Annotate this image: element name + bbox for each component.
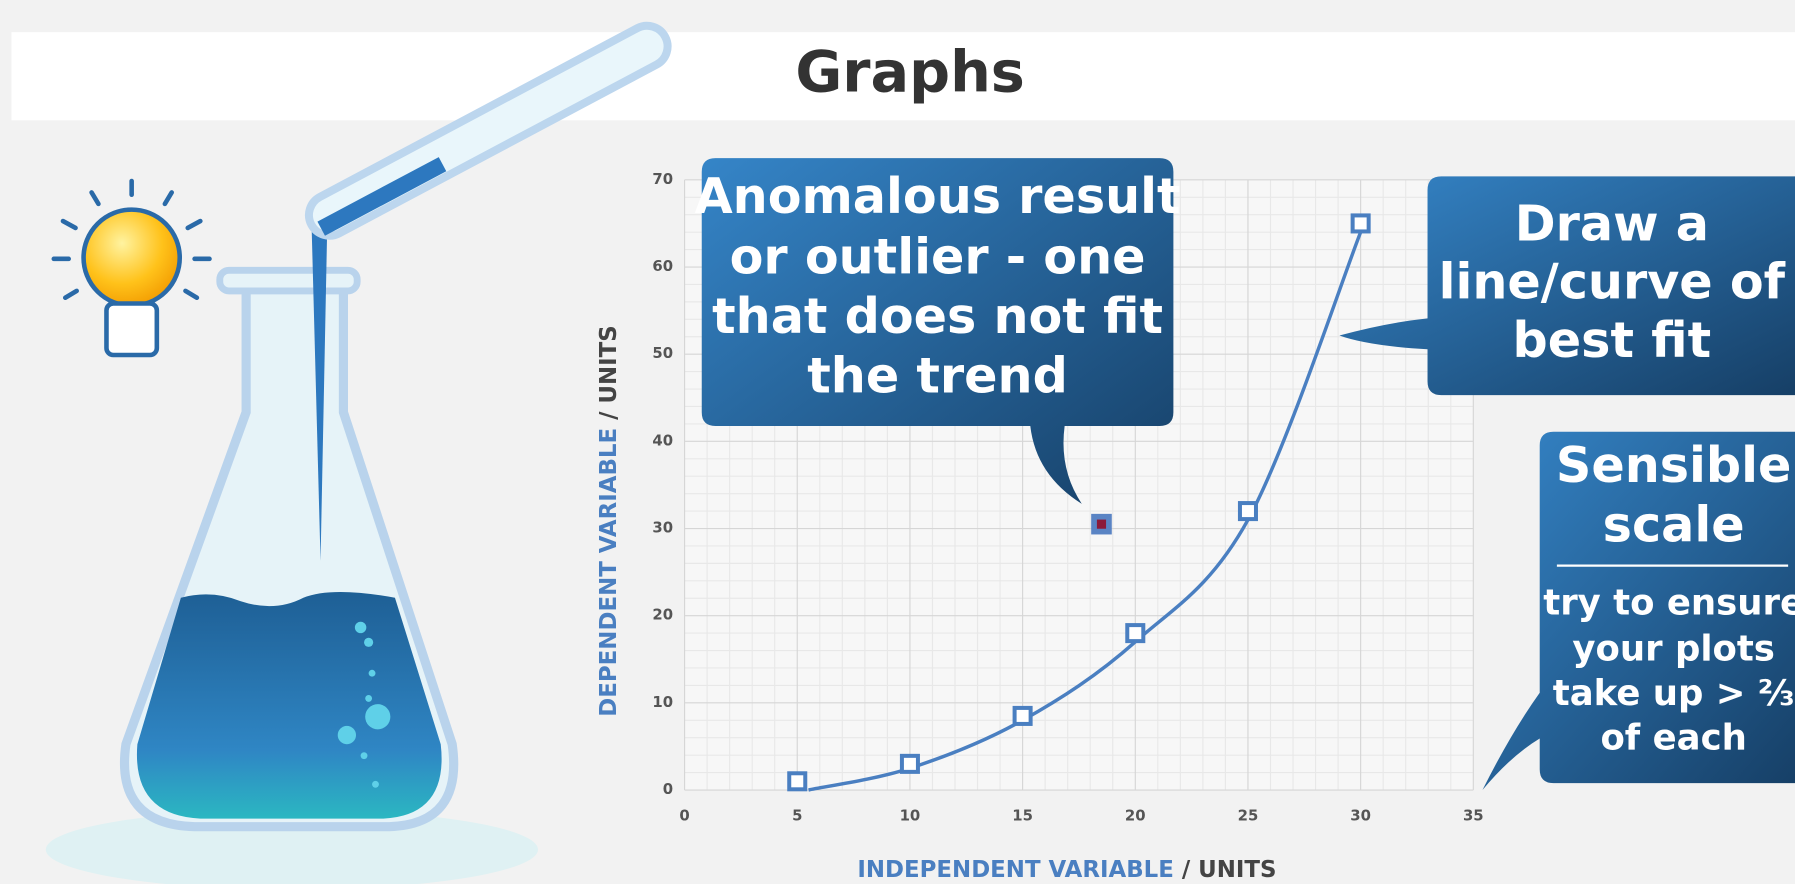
callout-text: take up > ⅔ — [1553, 673, 1795, 714]
y-axis-label-text: DEPENDENT VARIABLE — [596, 428, 622, 717]
x-axis-label: INDEPENDENT VARIABLE / UNITS — [857, 857, 1276, 883]
callout-text: of each — [1600, 718, 1746, 759]
y-tick-label: 10 — [652, 693, 673, 711]
y-tick-label: 40 — [652, 431, 673, 449]
illustration — [46, 19, 675, 884]
x-tick-label: 20 — [1125, 806, 1146, 824]
x-axis-label-text: INDEPENDENT VARIABLE — [857, 857, 1173, 883]
data-point — [1240, 503, 1256, 519]
y-tick-label: 60 — [652, 257, 673, 275]
data-point — [1353, 215, 1369, 231]
slide-title: Graphs — [795, 39, 1025, 105]
callout-scale: Sensible scale try to ensure your plots … — [1482, 432, 1795, 790]
data-point — [789, 773, 805, 789]
y-tick-label: 50 — [652, 344, 673, 362]
callout-text: or outlier - one — [730, 227, 1146, 285]
x-tick-label: 35 — [1463, 806, 1484, 824]
y-tick-label: 20 — [652, 606, 673, 624]
x-tick-label: 15 — [1012, 806, 1033, 824]
y-tick-label: 30 — [652, 519, 673, 537]
callout-text: that does not fit — [712, 287, 1163, 345]
data-point — [1015, 708, 1031, 724]
slide: Graphs 0 5 10 15 20 25 30 35 0 10 20 30 40 50 60 70 DEP… — [0, 0, 1795, 884]
callout-text: line/curve of — [1439, 253, 1786, 311]
callout-text: try to ensure — [1543, 583, 1795, 624]
y-axis-label-unit: / UNITS — [596, 325, 622, 420]
x-tick-label: 10 — [900, 806, 921, 824]
callout-text: your plots — [1572, 628, 1775, 669]
x-tick-label: 30 — [1350, 806, 1371, 824]
data-point — [902, 756, 918, 772]
callout-text: best fit — [1513, 311, 1712, 369]
callout-title: scale — [1603, 495, 1745, 553]
y-tick-label: 70 — [652, 170, 673, 188]
x-tick-label: 0 — [679, 806, 689, 824]
x-tick-label: 5 — [792, 806, 802, 824]
callout-title: Sensible — [1556, 436, 1792, 494]
callout-text: Draw a — [1515, 194, 1709, 252]
y-tick-label: 0 — [663, 780, 673, 798]
callout-text: the trend — [807, 347, 1068, 405]
x-axis-label-unit: / UNITS — [1182, 857, 1277, 883]
outlier-center — [1097, 520, 1106, 529]
callout-text: Anomalous result — [695, 167, 1181, 225]
data-point — [1127, 625, 1143, 641]
x-tick-label: 25 — [1238, 806, 1259, 824]
y-axis-label: DEPENDENT VARIABLE / UNITS — [596, 325, 622, 716]
